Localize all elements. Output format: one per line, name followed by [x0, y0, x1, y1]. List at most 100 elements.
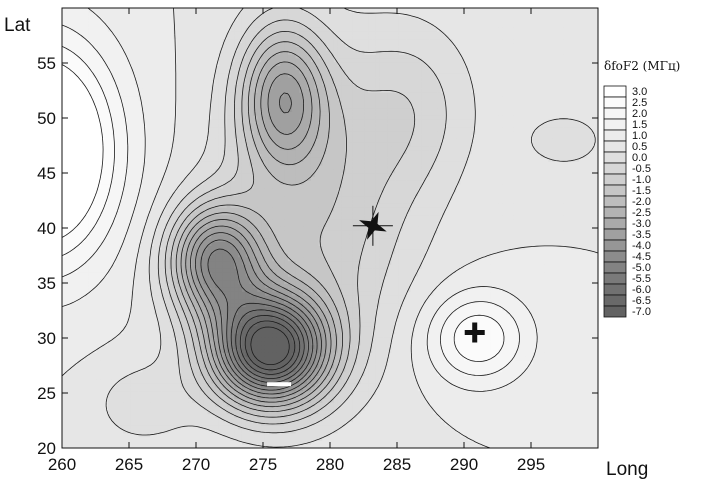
field-cell — [295, 382, 300, 388]
field-cell — [559, 363, 565, 369]
field-cell — [130, 333, 136, 338]
field-cell — [62, 382, 67, 388]
field-cell — [418, 340, 423, 346]
field-cell — [398, 386, 404, 392]
field-cell — [372, 440, 377, 445]
field-cell — [517, 421, 523, 426]
field-cell — [548, 405, 553, 411]
field-cell — [368, 428, 373, 434]
field-cell — [287, 348, 293, 353]
field-cell — [81, 409, 86, 415]
field-cell — [414, 371, 419, 376]
field-cell — [322, 310, 327, 315]
field-cell — [406, 344, 411, 350]
field-cell — [479, 398, 484, 403]
field-cell — [150, 413, 155, 418]
field-cell — [563, 413, 568, 418]
field-cell — [364, 409, 369, 415]
field-cell — [586, 367, 591, 373]
field-cell — [391, 405, 396, 411]
field-cell — [249, 356, 255, 361]
field-cell — [268, 344, 274, 350]
field-cell — [571, 428, 576, 434]
field-cell — [395, 337, 400, 342]
field-cell — [590, 417, 595, 422]
field-cell — [192, 352, 197, 357]
field-cell — [84, 402, 90, 407]
field-cell — [146, 413, 151, 418]
field-cell — [176, 356, 182, 361]
field-cell — [241, 421, 247, 426]
field-cell — [467, 428, 473, 434]
field-cell — [559, 321, 565, 327]
field-cell — [395, 382, 400, 388]
field-cell — [261, 367, 266, 373]
field-cell — [88, 417, 94, 422]
field-cell — [161, 390, 166, 396]
field-cell — [483, 382, 488, 388]
field-cell — [176, 329, 182, 334]
field-cell — [119, 432, 124, 438]
field-cell — [69, 390, 75, 396]
field-cell — [532, 371, 538, 376]
field-cell — [88, 363, 94, 369]
field-cell — [345, 363, 350, 369]
field-cell — [115, 390, 121, 396]
field-cell — [594, 348, 598, 353]
field-cell — [414, 310, 419, 315]
field-cell — [483, 337, 488, 342]
field-cell — [471, 402, 477, 407]
field-cell — [475, 417, 480, 422]
field-cell — [337, 440, 343, 445]
field-cell — [464, 417, 469, 422]
field-cell — [188, 325, 193, 330]
field-cell — [119, 379, 124, 384]
field-cell — [398, 440, 404, 445]
field-cell — [230, 405, 235, 411]
field-cell — [295, 417, 300, 422]
field-cell — [192, 348, 197, 353]
field-cell — [529, 425, 534, 430]
field-cell — [146, 337, 151, 342]
field-cell — [253, 421, 258, 426]
field-cell — [180, 386, 186, 392]
field-cell — [176, 310, 182, 315]
field-cell — [180, 425, 186, 430]
field-cell — [115, 325, 121, 330]
field-cell — [203, 375, 209, 380]
field-cell — [330, 432, 335, 438]
field-cell — [150, 325, 155, 330]
field-cell — [414, 409, 419, 415]
field-cell — [540, 367, 545, 373]
field-cell — [314, 421, 320, 426]
field-cell — [88, 436, 94, 441]
field-cell — [456, 375, 461, 380]
field-cell — [490, 421, 496, 426]
field-cell — [169, 440, 174, 445]
field-cell — [196, 367, 201, 373]
field-cell — [471, 363, 477, 369]
field-cell — [188, 321, 193, 327]
field-cell — [119, 444, 124, 448]
field-cell — [188, 398, 193, 403]
field-cell — [486, 386, 492, 392]
field-cell — [153, 340, 159, 346]
field-cell — [567, 356, 572, 361]
field-cell — [299, 329, 304, 334]
field-cell — [421, 428, 427, 434]
field-cell — [330, 428, 335, 434]
field-cell — [375, 340, 381, 346]
field-cell — [372, 348, 377, 353]
field-cell — [284, 375, 289, 380]
field-cell — [590, 337, 595, 342]
field-cell — [433, 432, 438, 438]
field-cell — [134, 421, 140, 426]
field-cell — [590, 321, 595, 327]
field-cell — [104, 425, 109, 430]
field-cell — [448, 340, 454, 346]
field-cell — [268, 352, 274, 357]
field-cell — [536, 348, 542, 353]
field-cell — [433, 440, 438, 445]
field-cell — [349, 440, 354, 445]
field-cell — [310, 417, 316, 422]
